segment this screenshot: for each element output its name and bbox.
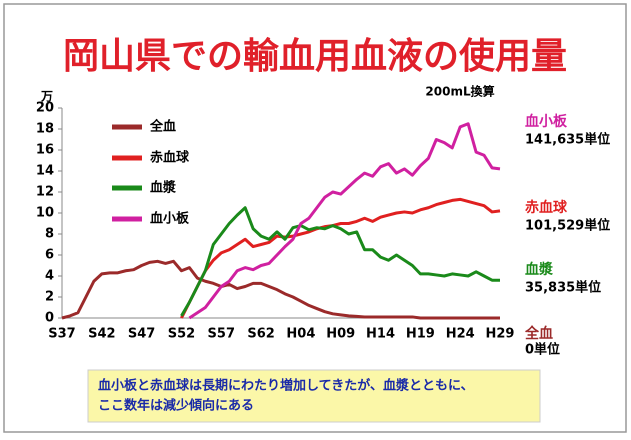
frame xyxy=(3,3,627,433)
y-tick-label: 8 xyxy=(45,227,54,242)
y-tick-label: 0 xyxy=(45,311,54,326)
y-tick-label: 14 xyxy=(36,164,54,179)
end-label-total: 141,635単位 xyxy=(525,132,610,148)
series-line xyxy=(180,197,501,319)
x-tick-label: S62 xyxy=(247,327,274,342)
caption: ここ数年は減少傾向にある xyxy=(98,398,254,414)
x-tick-label: S52 xyxy=(168,327,195,342)
end-label-name: 赤血球 xyxy=(525,199,568,216)
y-tick-label: 18 xyxy=(36,122,54,137)
legend-label: 血漿 xyxy=(150,180,177,196)
y-tick-label: 16 xyxy=(36,143,54,158)
legend-label: 全血 xyxy=(149,119,176,135)
end-label-total: 35,835単位 xyxy=(525,280,601,296)
y-tick-label: 4 xyxy=(45,269,54,284)
x-tick-label: H09 xyxy=(326,327,355,342)
y-tick-label: 12 xyxy=(36,185,54,200)
x-tick-label: S37 xyxy=(48,327,75,342)
x-tick-label: H14 xyxy=(366,327,395,342)
end-label-total: 101,529単位 xyxy=(525,218,610,234)
series-line xyxy=(180,206,500,317)
end-label-name: 血漿 xyxy=(525,261,554,278)
y-tick-label: 20 xyxy=(36,101,54,116)
y-tick-label: 2 xyxy=(45,290,54,305)
x-tick-label: H29 xyxy=(486,327,515,342)
caption-box xyxy=(87,369,541,423)
caption: 血小板と赤血球は長期にわたり増加してきたが、血漿とともに、 xyxy=(98,378,474,394)
x-tick-label: S47 xyxy=(128,327,155,342)
x-tick-label: S42 xyxy=(88,327,115,342)
legend-label: 赤血球 xyxy=(150,150,190,166)
x-tick-label: H19 xyxy=(406,327,435,342)
y-unit: 万 xyxy=(40,90,53,104)
chart-title: 岡山県での輸血用血液の使用量 xyxy=(63,36,567,77)
series-line xyxy=(188,122,501,320)
series-line xyxy=(61,259,500,320)
y-tick-label: 10 xyxy=(36,206,54,221)
end-label-name: 全血 xyxy=(524,325,553,342)
x-tick-label: S57 xyxy=(208,327,235,342)
x-tick-label: H04 xyxy=(286,327,315,342)
legend-label: 血小板 xyxy=(150,211,190,227)
x-tick-label: H24 xyxy=(446,327,475,342)
y-tick-label: 6 xyxy=(45,248,54,263)
end-label-name: 血小板 xyxy=(525,113,568,130)
note: 200mL換算 xyxy=(425,84,494,99)
end-label-total: 0単位 xyxy=(525,342,560,358)
